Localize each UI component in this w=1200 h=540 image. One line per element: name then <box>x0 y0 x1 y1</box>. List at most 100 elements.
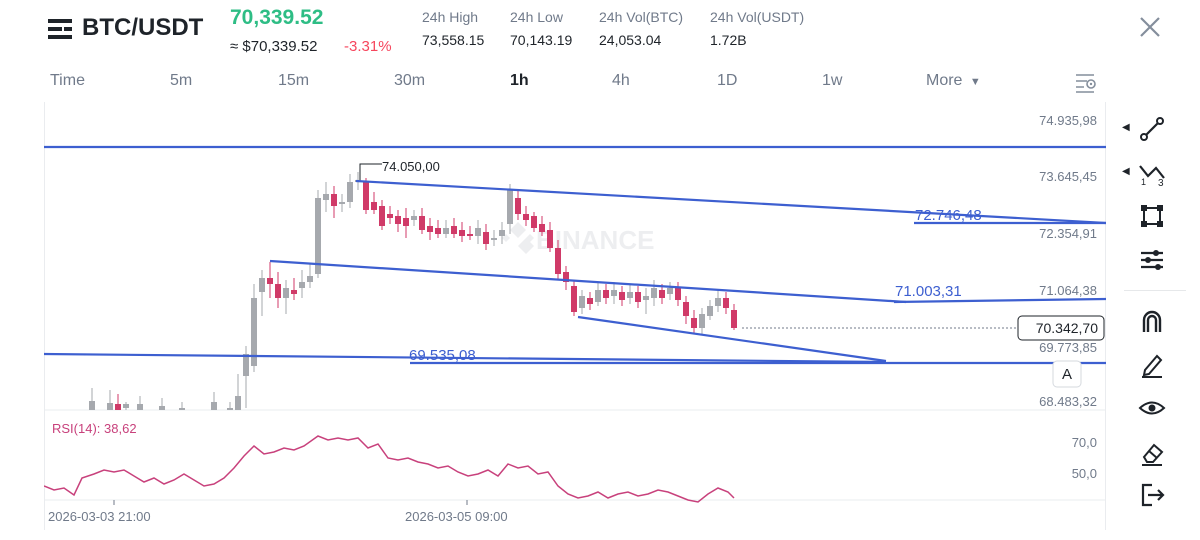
candle-body <box>419 216 425 230</box>
candle-body <box>451 226 457 234</box>
time-label: 2026-03-05 09:00 <box>405 509 508 524</box>
candle-body <box>699 314 705 328</box>
tab-4h[interactable]: 4h <box>612 72 630 89</box>
tab-1h[interactable]: 1h <box>510 72 529 89</box>
candle-body <box>731 310 737 328</box>
level-label-72746: 72.746,48 <box>915 207 982 224</box>
tab-30m[interactable]: 30m <box>394 72 426 89</box>
candle-body <box>395 216 401 224</box>
candle-body <box>467 234 473 236</box>
current-price-tag <box>1017 315 1105 341</box>
candle-body <box>339 202 345 204</box>
pencil-tool[interactable] <box>1136 349 1168 379</box>
indicator-settings-icon <box>1141 250 1163 270</box>
price-tick: 69.773,85 <box>1039 340 1097 355</box>
price-tick: 74.935,98 <box>1039 113 1097 128</box>
tab-5m[interactable]: 5m <box>170 72 193 89</box>
candle-body <box>427 226 433 232</box>
level-label-69535: 69.535,08 <box>409 347 476 364</box>
fib-icon: 3 1 <box>1139 165 1165 189</box>
expand-triangle-icon[interactable]: ◀ <box>1122 122 1130 133</box>
price-change-percent: -3.31% <box>344 38 392 55</box>
candle-body <box>611 290 617 296</box>
candle-body <box>259 278 265 292</box>
caret-down-icon: ▼ <box>969 76 981 88</box>
stat-24h-vol-btc-label: 24h Vol(BTC) <box>599 9 684 25</box>
eraser-tool[interactable] <box>1136 437 1168 467</box>
candlesticks <box>89 172 737 410</box>
candle-body <box>89 401 95 410</box>
time-label: 2026-03-03 21:00 <box>48 509 151 524</box>
toolbar-divider <box>1124 290 1186 291</box>
stat-24h-high-value: 73,558.15 <box>422 32 485 48</box>
pair-title[interactable]: BTC/USDT <box>82 14 204 41</box>
candle-body <box>283 288 289 298</box>
rsi-tick: 50,0 <box>1072 466 1097 481</box>
candle-body <box>179 408 185 410</box>
candle-body <box>659 290 665 298</box>
tab-1w[interactable]: 1w <box>822 72 843 89</box>
candle-body <box>251 298 257 366</box>
menu-icon[interactable] <box>48 18 74 40</box>
candle-body <box>267 278 273 284</box>
eye-icon <box>1138 401 1166 415</box>
expand-triangle-icon[interactable]: ◀ <box>1122 166 1130 177</box>
candle-body <box>587 298 593 304</box>
candle-body <box>159 406 165 410</box>
candle-body <box>667 288 673 294</box>
close-icon[interactable] <box>1138 14 1162 40</box>
candle-body <box>323 194 329 200</box>
candle-body <box>555 248 561 274</box>
magnet-icon <box>1142 310 1162 332</box>
exit-icon <box>1141 483 1165 507</box>
candle-body <box>315 198 321 274</box>
rectangle-tool[interactable] <box>1136 201 1168 231</box>
candle-body <box>683 302 689 316</box>
price-tick: 73.645,45 <box>1039 169 1097 184</box>
candle-body <box>227 408 233 410</box>
candle-body <box>475 228 481 236</box>
rsi-indicator-label[interactable]: RSI(14): 38,62 <box>52 421 137 436</box>
tab-15m[interactable]: 15m <box>278 72 310 89</box>
tab-time[interactable]: Time <box>50 72 85 89</box>
stat-24h-vol-btc-value: 24,053.04 <box>599 32 662 48</box>
candle-body <box>371 202 377 210</box>
tab-1d[interactable]: 1D <box>717 72 738 89</box>
candle-body <box>635 292 641 302</box>
candle-body <box>579 296 585 308</box>
stat-24h-high-label: 24h High <box>422 9 479 25</box>
candle-body <box>291 290 297 294</box>
candle-body <box>707 306 713 316</box>
candle-body <box>275 284 281 298</box>
chart-canvas: BINANCE 74.050,00 72.746,48 71.003,31 69… <box>43 102 1107 530</box>
candle-body <box>499 230 505 236</box>
stat-24h-low-value: 70,143.19 <box>510 32 573 48</box>
candle-body <box>403 218 409 226</box>
rsi-tick: 70,0 <box>1072 435 1097 450</box>
indicator-settings-tool[interactable] <box>1136 245 1168 275</box>
candle-body <box>619 292 625 300</box>
candle-body <box>547 230 553 248</box>
candle-body <box>483 232 489 244</box>
visibility-tool[interactable] <box>1136 393 1168 423</box>
alert-marker <box>1052 360 1082 388</box>
chart-settings-icon[interactable] <box>1074 72 1098 94</box>
channel-lower-line <box>577 315 887 363</box>
last-price: 70,339.52 <box>230 6 324 29</box>
exit-tool[interactable] <box>1136 480 1168 510</box>
candle-body <box>411 216 417 220</box>
candle-body <box>491 238 497 240</box>
current-price-value: 70.342,70 <box>1036 320 1098 336</box>
candle-body <box>347 182 353 202</box>
price-chart[interactable]: BINANCE 74.050,00 72.746,48 71.003,31 69… <box>43 102 1107 530</box>
rsi-axis: 70,0 50,0 <box>1072 435 1097 481</box>
price-tick: 72.354,91 <box>1039 226 1097 241</box>
candle-body <box>459 230 465 236</box>
fib-tool[interactable]: 3 1 <box>1136 158 1168 189</box>
trend-line-icon <box>1140 117 1164 141</box>
trend-line-tool[interactable] <box>1136 114 1168 144</box>
tab-more[interactable]: More ▼ <box>926 72 981 90</box>
candle-body <box>243 354 249 376</box>
magnet-tool[interactable] <box>1136 306 1168 336</box>
candle-body <box>675 288 681 300</box>
